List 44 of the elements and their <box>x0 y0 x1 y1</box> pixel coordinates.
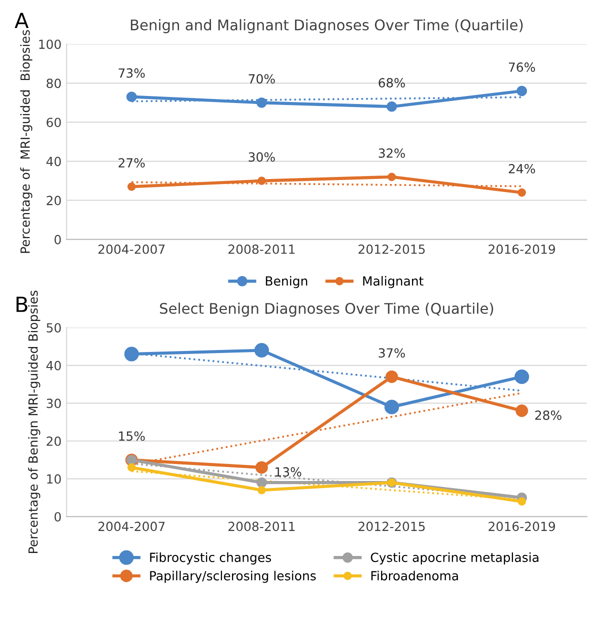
legend-label: Fibrocystic changes <box>150 552 272 565</box>
data-label: 70% <box>248 74 275 84</box>
data-label: 28% <box>535 410 562 420</box>
y-tick-label: 30 <box>46 398 61 408</box>
y-tick-label: 20 <box>46 436 61 446</box>
x-tick-label: 2016-2019 <box>488 522 555 532</box>
x-tick-label: 2008-2011 <box>228 244 295 254</box>
data-label: 73% <box>118 68 145 78</box>
y-axis-title: Percentage of MRI-guided Biopsies <box>20 30 32 253</box>
x-tick-label: 2012-2015 <box>358 244 425 254</box>
legend-label: Benign <box>266 276 308 288</box>
y-tick-label: 80 <box>46 78 61 88</box>
data-label: 76% <box>508 62 536 72</box>
legend-label: Malignant <box>363 276 424 288</box>
y-tick-label: 0 <box>54 234 61 244</box>
chart-title: Benign and Malignant Diagnoses Over Time (Quartile) <box>130 19 523 34</box>
x-tick-label: 2004-2007 <box>98 522 165 532</box>
data-label: 27% <box>118 158 145 168</box>
x-tick-label: 2004-2007 <box>98 244 165 254</box>
data-label: 30% <box>248 152 275 162</box>
data-label: 15% <box>119 431 145 441</box>
y-tick-label: 20 <box>46 196 61 206</box>
x-tick-label: 2008-2011 <box>228 522 295 532</box>
y-tick-label: 10 <box>47 474 61 484</box>
legend-label: Fibroadenoma <box>371 570 458 580</box>
data-label: 24% <box>508 164 536 174</box>
x-tick-label: 2016-2019 <box>488 244 555 254</box>
y-tick-label: 40 <box>46 360 61 370</box>
x-tick-label: 2012-2015 <box>358 522 425 532</box>
y-axis-title: Percentage of Benign MRI-guided Biopsies <box>28 290 40 553</box>
data-label: 37% <box>378 348 405 358</box>
data-label: 13% <box>276 467 302 477</box>
y-tick-label: 50 <box>46 323 61 333</box>
text: A <box>14 12 29 28</box>
y-tick-label: 60 <box>46 118 61 128</box>
legend-label: Cystic apocrine metaplasia <box>370 552 538 565</box>
data-label: 68% <box>378 78 405 88</box>
legend-label: Papillary/sclerosing lesions <box>150 570 316 583</box>
y-tick-label: 40 <box>46 156 61 166</box>
data-label: 32% <box>378 148 405 158</box>
text: B <box>16 296 28 312</box>
y-tick-label: 100 <box>39 40 61 50</box>
y-tick-label: 0 <box>54 512 61 522</box>
chart-title: Select Benign Diagnoses Over Time (Quartile) <box>160 302 494 317</box>
